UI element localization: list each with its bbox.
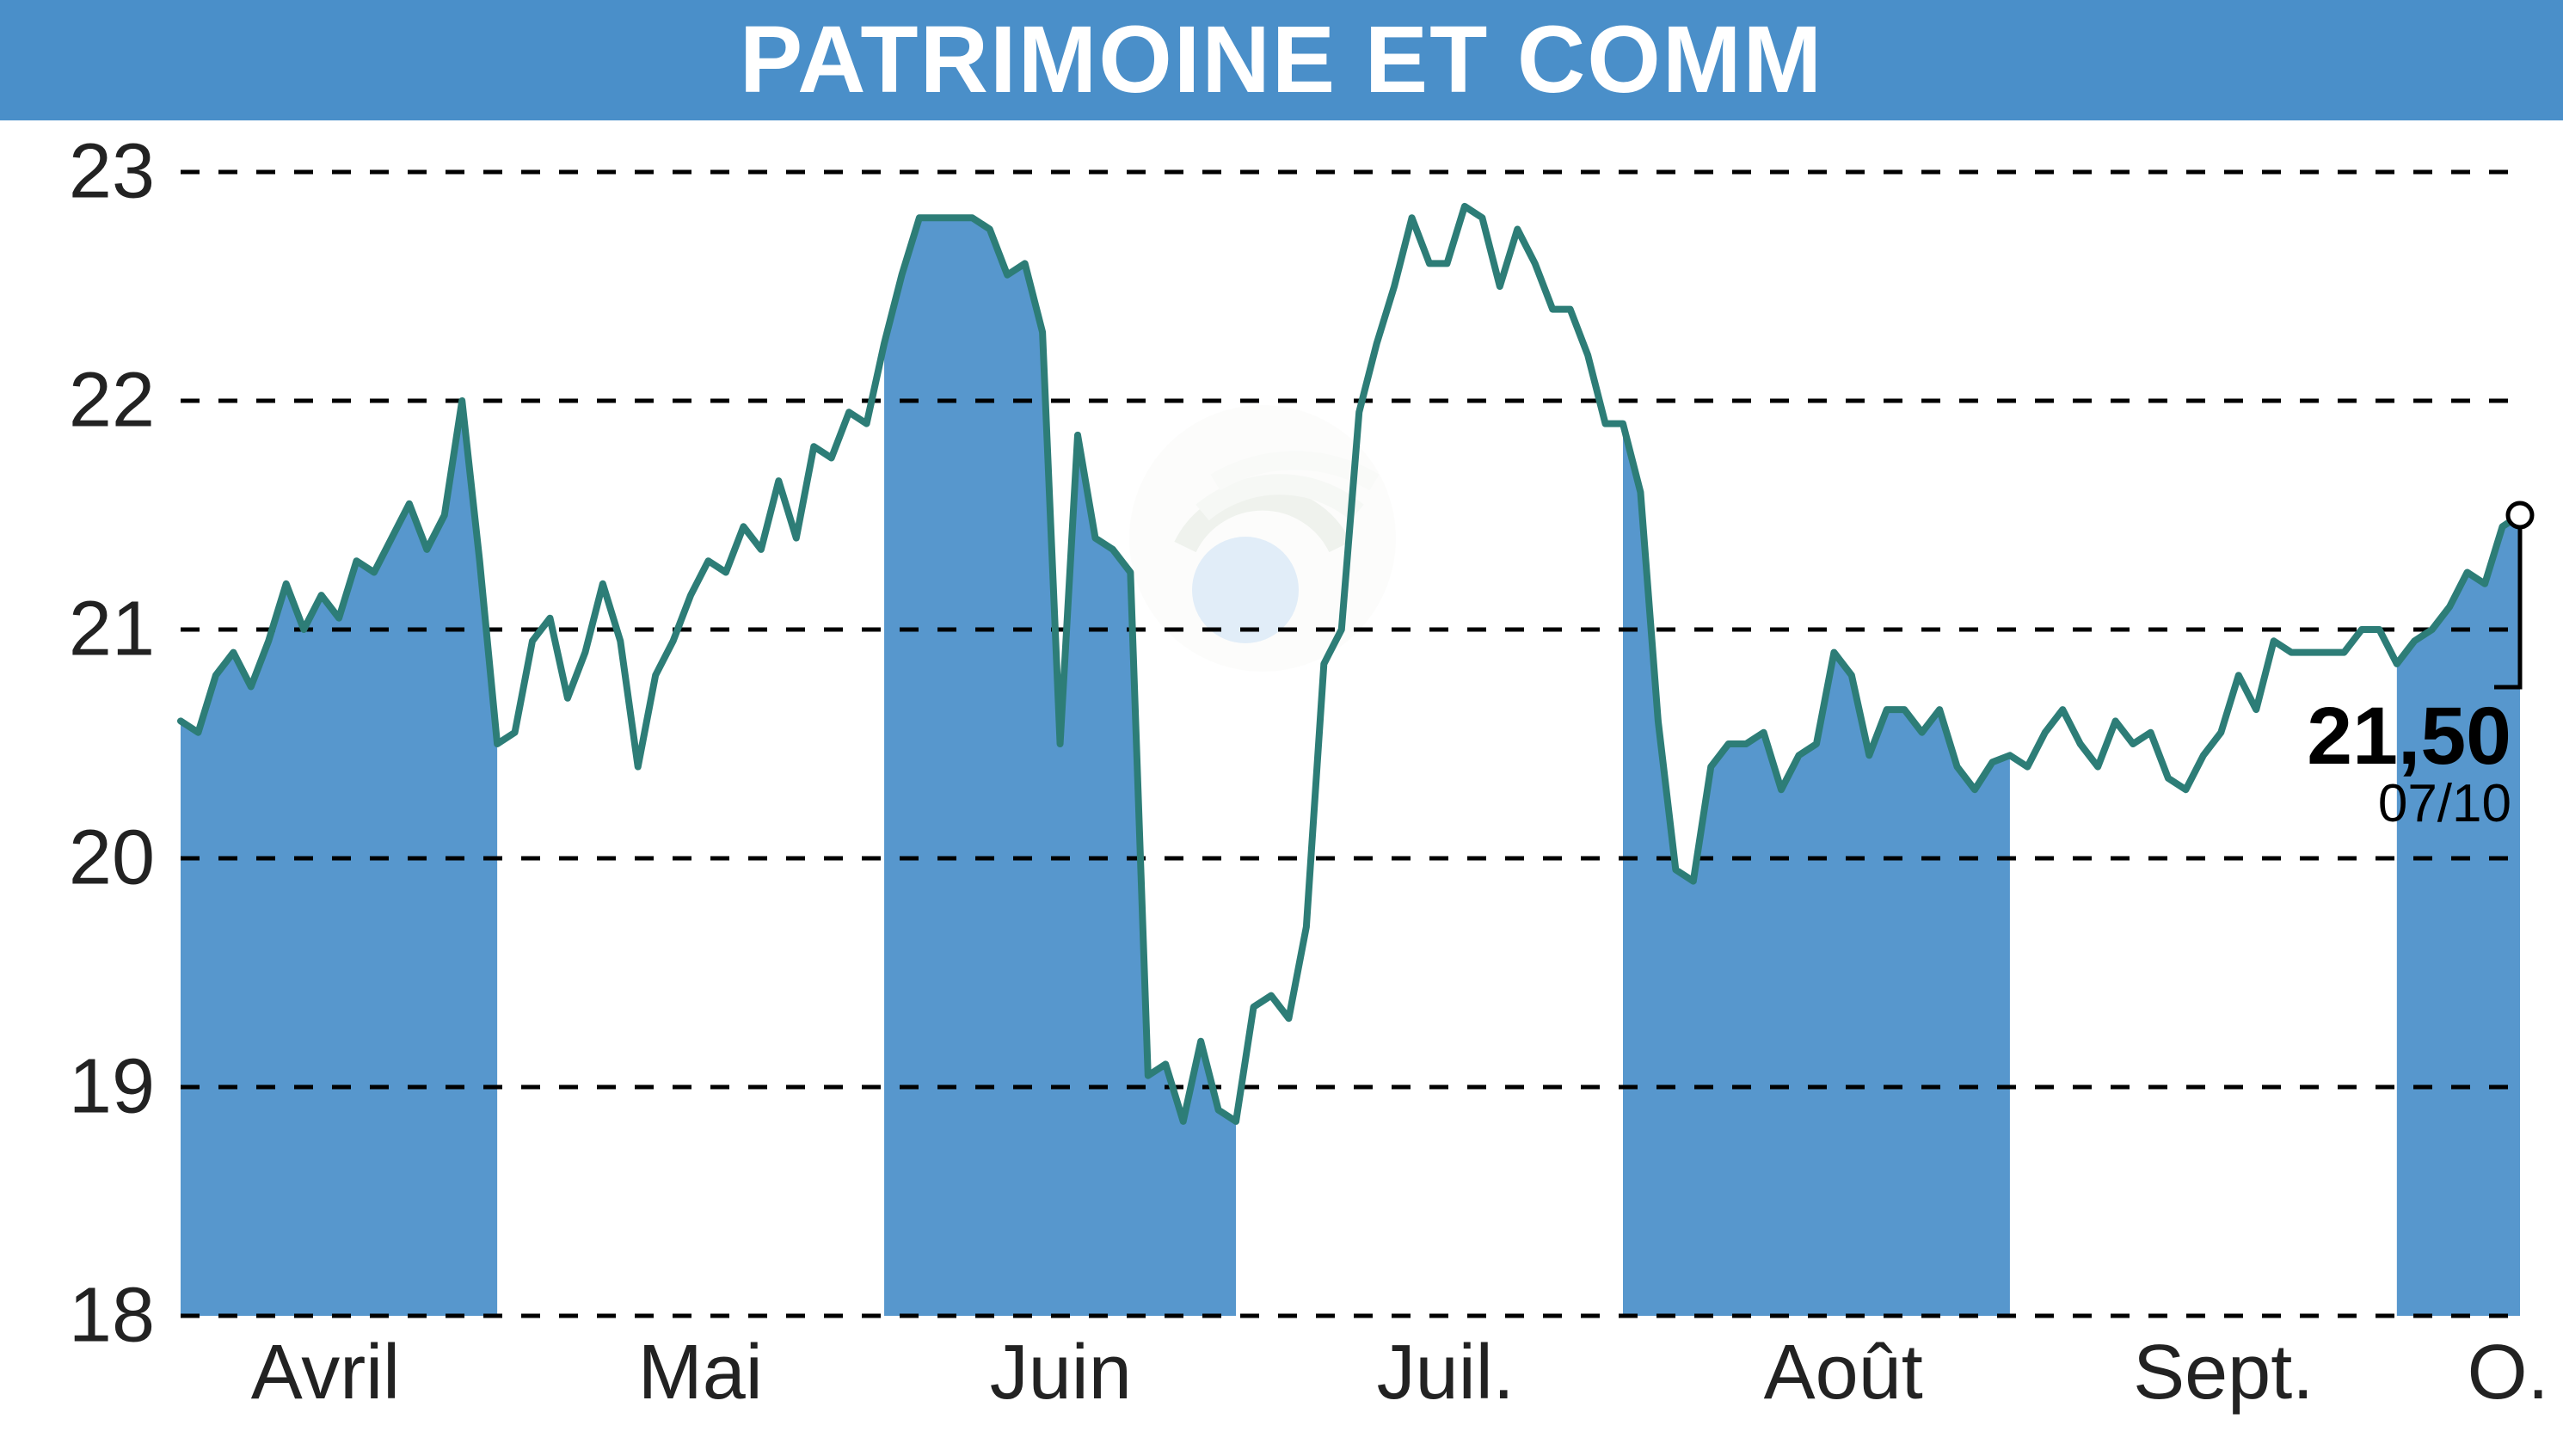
month-band (2397, 515, 2520, 1316)
gridlines (181, 172, 2520, 1316)
y-tick-label: 23 (69, 128, 181, 217)
y-tick-label: 22 (69, 357, 181, 445)
x-tick-label: Mai (638, 1316, 763, 1417)
plot-area: 181920212223 AvrilMaiJuinJuil.AoûtSept.O… (181, 172, 2520, 1316)
chart-svg (181, 172, 2520, 1316)
y-tick-label: 21 (69, 586, 181, 674)
y-tick-label: 18 (69, 1272, 181, 1361)
price-line (181, 206, 2520, 1121)
x-tick-label: Août (1764, 1316, 1923, 1417)
x-tick-label: Avril (251, 1316, 400, 1417)
chart-title: PATRIMOINE ET COMM (0, 0, 2563, 120)
y-tick-label: 19 (69, 1043, 181, 1132)
month-band (884, 218, 1236, 1316)
price-series (181, 206, 2520, 1121)
price-callout: 21,50 07/10 (2307, 696, 2511, 831)
x-tick-label: Juil. (1377, 1316, 1515, 1417)
stock-chart: PATRIMOINE ET COMM 181920212223 AvrilMai… (0, 0, 2563, 1456)
x-tick-label: O. (2468, 1316, 2549, 1417)
month-bands (181, 218, 2520, 1316)
end-marker-circle (2508, 503, 2532, 527)
x-tick-label: Sept. (2133, 1316, 2314, 1417)
callout-price: 21,50 (2307, 696, 2511, 777)
y-tick-label: 20 (69, 814, 181, 903)
x-tick-label: Juin (990, 1316, 1132, 1417)
callout-date: 07/10 (2307, 777, 2511, 831)
